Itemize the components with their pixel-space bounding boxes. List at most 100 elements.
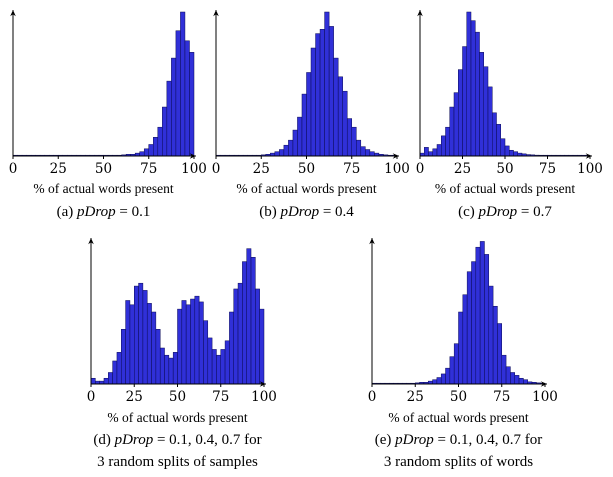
histogram-bar xyxy=(229,311,234,385)
histogram-bar xyxy=(233,288,239,385)
histogram-bar xyxy=(220,349,226,385)
histogram-bar xyxy=(279,149,285,157)
histogram-bar xyxy=(189,52,195,157)
histogram-bar xyxy=(449,106,455,157)
x-tick-label: 50 xyxy=(95,161,112,177)
histogram-bar xyxy=(471,261,477,385)
histogram-bar xyxy=(509,149,514,157)
x-tick-label: 100 xyxy=(181,161,207,177)
histogram-bar xyxy=(458,311,464,385)
bars xyxy=(419,11,591,157)
histogram-bar xyxy=(151,311,157,385)
histogram-bar xyxy=(207,337,213,385)
histogram-bar xyxy=(505,366,511,385)
histogram-bar xyxy=(184,40,190,157)
histogram-bar xyxy=(436,377,442,385)
x-tick-label: 25 xyxy=(50,161,67,177)
histogram-bar xyxy=(342,90,348,157)
histogram-bar xyxy=(134,285,139,385)
x-tick-label: 100 xyxy=(384,161,410,177)
histogram-bar xyxy=(470,20,476,157)
histogram-bar xyxy=(462,294,468,385)
panel-caption: (b) pDrop = 0.4 xyxy=(259,204,354,220)
histogram-bar xyxy=(211,349,217,385)
histogram-bar xyxy=(142,290,148,385)
histogram-bar xyxy=(108,372,113,385)
histogram-bar xyxy=(487,86,493,157)
x-tick-label: 0 xyxy=(9,161,18,177)
histogram-bar xyxy=(497,323,502,385)
histogram-bar xyxy=(445,126,450,157)
histogram-bar xyxy=(324,11,330,157)
histogram-bar xyxy=(475,31,480,157)
x-tick-label: 100 xyxy=(577,161,603,177)
histogram-bar xyxy=(432,148,438,157)
x-tick-label: 25 xyxy=(407,389,424,405)
histogram-bar xyxy=(351,126,357,157)
histogram-bar xyxy=(177,308,183,385)
histogram-bar xyxy=(466,11,472,157)
panel-caption: (a) pDrop = 0.1 xyxy=(57,204,151,220)
histogram-bar xyxy=(518,377,524,385)
histogram-bar xyxy=(237,282,243,385)
histogram-bar xyxy=(203,320,209,385)
histogram-bar xyxy=(436,144,442,157)
histogram-bar xyxy=(496,124,501,157)
histogram-bar xyxy=(172,352,178,385)
histogram-bar xyxy=(259,308,265,385)
x-axis-label: % of actual words present xyxy=(33,181,173,196)
panel-caption: (c) pDrop = 0.7 xyxy=(458,204,552,220)
x-tick-label: 0 xyxy=(416,161,425,177)
histogram-bar xyxy=(224,340,230,385)
x-tick-label: 25 xyxy=(253,161,270,177)
bars xyxy=(90,248,265,385)
histogram-bar xyxy=(274,151,280,157)
histogram-panel-d: 0 25 50 75 100 % of actual words present (d) p… xyxy=(87,238,277,470)
x-tick-label: 75 xyxy=(140,161,157,177)
histogram-bar xyxy=(333,57,339,157)
histogram-bar xyxy=(175,30,181,157)
x-axis-label: % of actual words present xyxy=(435,181,575,196)
histogram-bar xyxy=(466,271,472,385)
histogram-bar xyxy=(288,139,294,157)
histogram-bar xyxy=(328,26,334,157)
histogram-bar xyxy=(292,129,298,157)
histogram-bar xyxy=(523,379,528,385)
panel-caption: (e) pDrop = 0.1, 0.4, 0.7 for xyxy=(375,432,542,448)
histogram-bar xyxy=(138,282,144,385)
x-tick-label: 50 xyxy=(496,161,513,177)
panel-caption: (d) pDrop = 0.1, 0.4, 0.7 for xyxy=(93,432,261,448)
histogram-bar xyxy=(216,354,221,385)
histogram-bar xyxy=(360,146,366,157)
histogram-bar xyxy=(458,69,463,157)
histogram-bar xyxy=(445,367,451,385)
x-tick-label: 75 xyxy=(493,389,510,405)
histogram-bar xyxy=(121,329,126,385)
histogram-bar xyxy=(164,354,170,385)
histogram-bar xyxy=(369,151,375,157)
histogram-bar xyxy=(453,92,459,157)
histogram-bar xyxy=(432,379,438,385)
histogram-panel-c: 0 25 50 75 100% of actual words present (c) p… xyxy=(416,10,603,220)
histogram-bar xyxy=(112,360,118,385)
histogram-bar xyxy=(514,375,520,385)
x-tick-label: 75 xyxy=(539,161,556,177)
histogram-bar xyxy=(255,288,260,385)
x-tick-label: 0 xyxy=(87,389,96,405)
x-tick-label: 25 xyxy=(454,161,471,177)
histogram-bar xyxy=(501,354,507,385)
histogram-bar xyxy=(500,138,506,157)
histogram-bar xyxy=(365,149,371,157)
panel-caption: 3 random splits of samples xyxy=(97,454,258,470)
histogram-bar xyxy=(484,254,490,385)
x-axis-label: % of actual words present xyxy=(236,181,376,196)
histogram-bar xyxy=(116,352,122,385)
histogram-bar xyxy=(479,52,484,157)
x-tick-label: 100 xyxy=(532,389,558,405)
histogram-bar xyxy=(492,305,498,385)
histogram-panel-e: 0 25 50 75 100 % of actual words present (e) p… xyxy=(368,238,558,470)
histogram-panel-b: 0 25 50 75 100 % of actual words present (b) p… xyxy=(212,10,410,220)
histogram-bar xyxy=(171,57,177,157)
histogram-bar xyxy=(462,46,467,157)
